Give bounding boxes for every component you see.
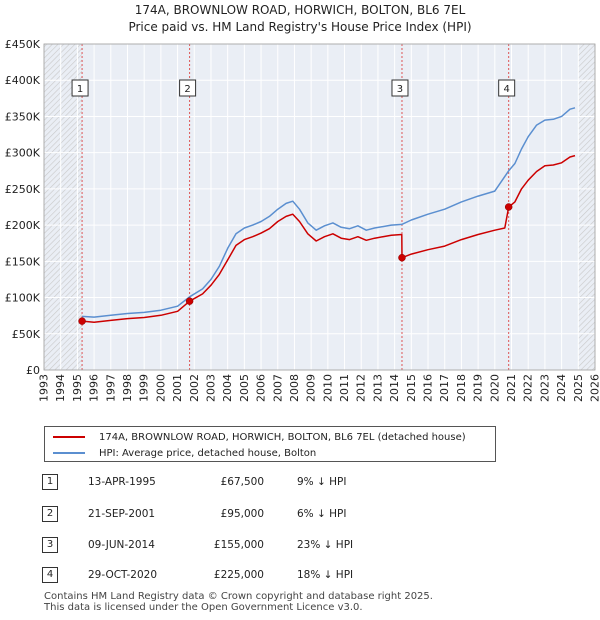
- sale-hpi-diff: 18% ↓ HPI: [297, 569, 354, 581]
- x-tick-label: 2018: [455, 374, 468, 402]
- sale-row: 2 21-SEP-2001 £95,000 6% ↓ HPI: [42, 505, 442, 525]
- sale-label-box: [71, 79, 89, 97]
- x-tick-label: 2003: [204, 374, 217, 402]
- y-tick-label: £300K: [5, 147, 41, 160]
- plot-frame: [43, 43, 596, 371]
- x-tick-label: 2025: [572, 374, 585, 402]
- plot-background: [44, 44, 595, 370]
- sale-label-number: 4: [503, 84, 509, 95]
- y-tick-label: £0: [26, 364, 40, 377]
- x-tick-label: 2009: [305, 374, 318, 402]
- sale-label-number: 2: [184, 84, 190, 95]
- x-tick-label: 2013: [371, 374, 384, 402]
- sale-row: 4 29-OCT-2020 £225,000 18% ↓ HPI: [42, 566, 442, 586]
- sale-label-box: [391, 79, 409, 97]
- property-price-line: [82, 154, 576, 323]
- x-tick-label: 1993: [38, 374, 51, 402]
- x-tick-label: 1994: [54, 374, 67, 402]
- x-tick-label: 1997: [104, 374, 117, 402]
- footer-copyright: Contains HM Land Registry data © Crown c…: [44, 591, 433, 602]
- chart-title: 174A, BROWNLOW ROAD, HORWICH, BOLTON, BL…: [134, 3, 466, 17]
- y-tick-label: £150K: [5, 255, 41, 268]
- legend-label-hpi: HPI: Average price, detached house, Bolt…: [99, 447, 317, 459]
- x-tick-label: 2024: [555, 374, 568, 402]
- y-tick-label: £50K: [12, 328, 41, 341]
- sale-date: 29-OCT-2020: [88, 569, 157, 581]
- x-tick-label: 2005: [238, 374, 251, 402]
- x-tick-label: 2011: [338, 374, 351, 402]
- y-tick-label: £200K: [5, 219, 41, 232]
- hatched-region: [44, 44, 83, 370]
- y-tick-label: £400K: [5, 74, 41, 87]
- x-tick-label: 2002: [188, 374, 201, 402]
- sale-point: [504, 203, 513, 211]
- sale-date: 09-JUN-2014: [88, 539, 155, 551]
- y-tick-label: £250K: [5, 183, 41, 196]
- x-tick-label: 2015: [405, 374, 418, 402]
- sale-hpi-diff: 23% ↓ HPI: [297, 539, 354, 551]
- x-tick-label: 2010: [321, 374, 334, 402]
- sale-number-badge: 4: [42, 567, 58, 583]
- legend-swatch-hpi: [53, 452, 85, 454]
- x-tick-label: 2016: [422, 374, 435, 402]
- x-tick-label: 2023: [538, 374, 551, 402]
- x-tick-label: 2021: [505, 374, 518, 402]
- x-tick-label: 2006: [255, 374, 268, 402]
- sale-date: 13-APR-1995: [88, 476, 156, 488]
- hatched-region: [578, 44, 595, 370]
- hpi-line: [82, 107, 576, 318]
- x-tick-label: 2007: [271, 374, 284, 402]
- y-tick-label: £350K: [5, 110, 41, 123]
- x-tick-label: 2020: [488, 374, 501, 402]
- sale-price: £95,000: [220, 508, 264, 520]
- x-tick-label: 2017: [438, 374, 451, 402]
- legend-item-property: 174A, BROWNLOW ROAD, HORWICH, BOLTON, BL…: [53, 429, 466, 445]
- sale-hpi-diff: 9% ↓ HPI: [297, 476, 347, 488]
- sale-price: £155,000: [213, 539, 264, 551]
- sale-row: 3 09-JUN-2014 £155,000 23% ↓ HPI: [42, 536, 442, 556]
- sale-label-number: 1: [77, 84, 83, 95]
- sale-number-badge: 2: [42, 506, 58, 522]
- x-tick-label: 2001: [171, 374, 184, 402]
- x-tick-label: 1998: [121, 374, 134, 402]
- sale-label-box: [498, 79, 516, 97]
- sale-row: 1 13-APR-1995 £67,500 9% ↓ HPI: [42, 473, 442, 493]
- sale-number-badge: 1: [42, 474, 58, 490]
- sale-number-badge: 3: [42, 537, 58, 553]
- x-tick-label: 2014: [388, 374, 401, 402]
- x-tick-label: 2008: [288, 374, 301, 402]
- x-tick-label: 2000: [154, 374, 167, 402]
- sale-label-box: [179, 79, 197, 97]
- sale-hpi-diff: 6% ↓ HPI: [297, 508, 347, 520]
- sale-price: £67,500: [220, 476, 264, 488]
- y-tick-label: £450K: [5, 38, 41, 51]
- legend-item-hpi: HPI: Average price, detached house, Bolt…: [53, 445, 316, 461]
- x-tick-label: 2012: [355, 374, 368, 402]
- x-tick-label: 2026: [589, 374, 600, 402]
- sale-label-number: 3: [397, 84, 403, 95]
- sale-date: 21-SEP-2001: [88, 508, 156, 520]
- x-tick-label: 2022: [522, 374, 535, 402]
- sale-point: [78, 317, 86, 325]
- x-tick-label: 1995: [71, 374, 84, 402]
- chart-subtitle: Price paid vs. HM Land Registry's House …: [128, 20, 472, 34]
- x-tick-label: 1996: [88, 374, 101, 402]
- price-chart: 1 2 3 4 £0 £50K £100K £150K £200K £250K £300K £350…: [5, 38, 600, 402]
- footer-licence: This data is licensed under the Open Gov…: [44, 602, 363, 613]
- x-tick-label: 1999: [138, 374, 151, 402]
- x-tick-label: 2004: [221, 374, 234, 402]
- legend-label-property: 174A, BROWNLOW ROAD, HORWICH, BOLTON, BL…: [99, 431, 466, 443]
- sale-point: [398, 253, 406, 262]
- sale-price: £225,000: [213, 569, 264, 581]
- y-tick-label: £100K: [5, 292, 41, 305]
- legend-swatch-property: [53, 436, 85, 438]
- chart-legend: 174A, BROWNLOW ROAD, HORWICH, BOLTON, BL…: [44, 426, 496, 462]
- x-tick-label: 2019: [472, 374, 485, 402]
- sale-point: [185, 297, 194, 305]
